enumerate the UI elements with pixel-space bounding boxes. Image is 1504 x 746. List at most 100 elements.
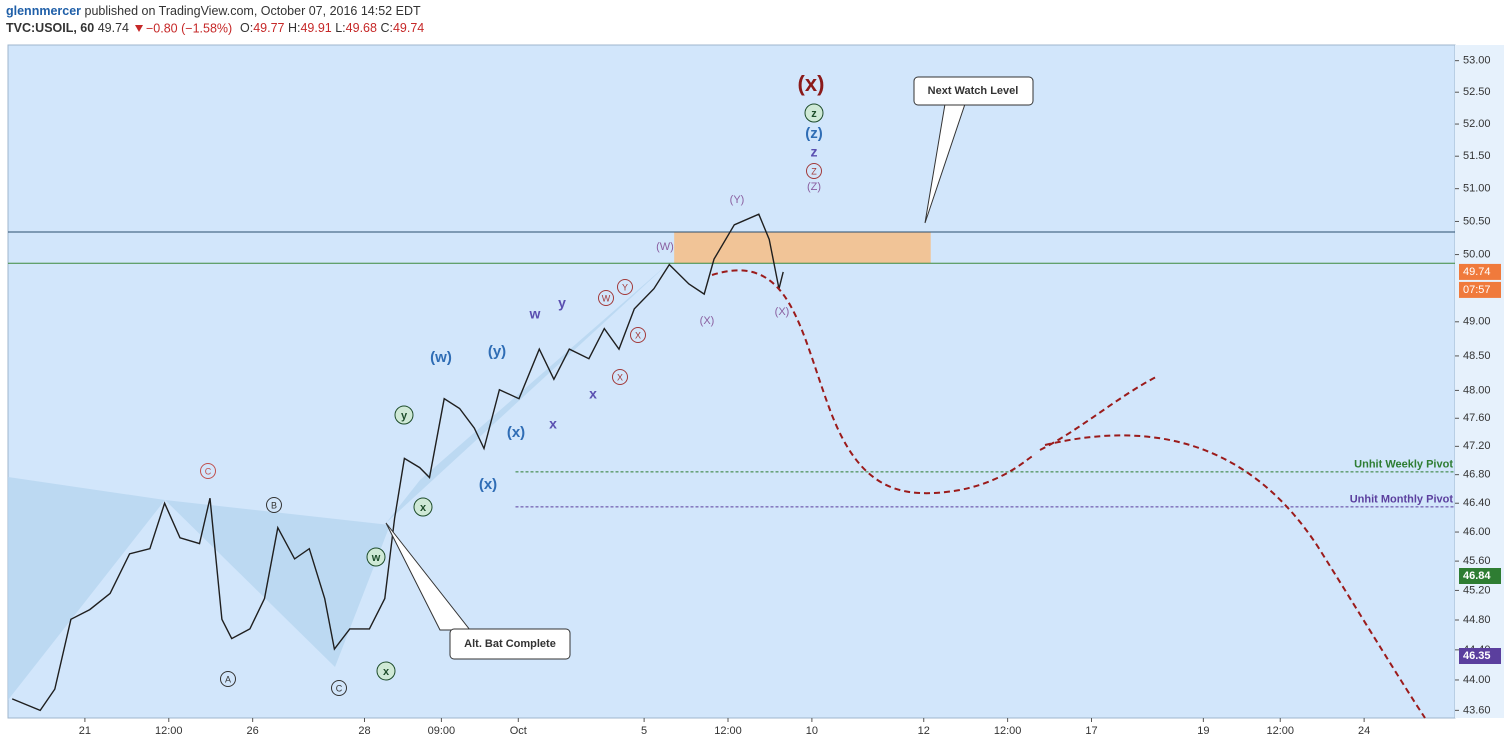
y-tick-label: 46.80 (1463, 469, 1491, 481)
x-tick-label: 12:00 (1266, 725, 1294, 737)
pivot-label: Unhit Monthly Pivot (1350, 494, 1454, 506)
wave-label: (Z) (807, 181, 821, 193)
wave-label: x (549, 416, 557, 432)
callout-box (449, 628, 571, 660)
y-tick-label: 44.00 (1463, 674, 1491, 686)
wave-circle (617, 279, 633, 295)
ohlc-label: O: (240, 21, 253, 35)
y-tick-label: 44.80 (1463, 614, 1491, 626)
y-tick-label: 52.00 (1463, 118, 1491, 130)
x-tick-label: 12:00 (155, 725, 183, 737)
wave-label: y (401, 410, 408, 422)
wave-label: C (205, 466, 212, 476)
wave-label: (x) (479, 476, 497, 493)
wave-circle (220, 671, 236, 687)
x-tick-label: 17 (1085, 725, 1097, 737)
wave-circle (598, 290, 614, 306)
y-tick-label: 53.00 (1463, 55, 1491, 67)
y-tick-label: 50.50 (1463, 215, 1491, 227)
wave-label: y (558, 295, 566, 311)
pattern-leg (386, 262, 670, 523)
wave-label: w (371, 552, 381, 564)
wave-label: X (635, 330, 641, 340)
wave-circle (804, 103, 824, 123)
y-tick-label: 52.50 (1463, 86, 1491, 98)
ohlc-label: H: (288, 21, 301, 35)
published: published on TradingView.com, October 07… (85, 4, 421, 18)
pattern-leg (165, 500, 390, 667)
x-tick-label: 24 (1358, 725, 1370, 737)
callout: Alt. Bat Complete (385, 522, 571, 660)
x-tick-label: 28 (358, 725, 370, 737)
wave-label: (X) (700, 315, 715, 327)
wave-circle (376, 661, 396, 681)
wave-circle (612, 369, 628, 385)
wave-label: B (271, 500, 277, 510)
wave-label: X (617, 372, 623, 382)
callout-text: Alt. Bat Complete (464, 638, 556, 650)
wave-label: Y (622, 282, 628, 292)
symbol: TVC:USOIL, 60 (6, 21, 94, 35)
ohlc-value: 49.68 (346, 21, 377, 35)
ohlc-label: L: (335, 21, 345, 35)
x-tick-label: 12 (918, 725, 930, 737)
x-tick-label: Oct (510, 725, 527, 737)
y-tick-label: 51.50 (1463, 150, 1491, 162)
last: 49.74 (98, 21, 129, 35)
plot-area (7, 44, 1456, 719)
y-tick-label: 45.20 (1463, 584, 1491, 596)
y-tick-label: 43.60 (1463, 704, 1491, 716)
y-tick-label: 45.60 (1463, 555, 1491, 567)
price-axis (1455, 45, 1504, 718)
x-tick-label: 21 (79, 725, 91, 737)
pattern-leg (8, 477, 165, 700)
wave-label: (y) (488, 343, 506, 360)
y-tick-label: 47.20 (1463, 440, 1491, 452)
author: glennmercer (6, 4, 81, 18)
pivot-label: Unhit Weekly Pivot (1354, 459, 1453, 471)
wave-label: (x) (507, 424, 525, 441)
symbol-line: TVC:USOIL, 60 49.74 (6, 21, 129, 35)
x-tick-label: 09:00 (428, 725, 456, 737)
x-tick-label: 10 (806, 725, 818, 737)
y-tick-label: 51.00 (1463, 183, 1491, 195)
x-tick-label: 19 (1197, 725, 1209, 737)
wave-circle (630, 327, 646, 343)
y-tick-label: 46.00 (1463, 526, 1491, 538)
callout: Next Watch Level (913, 76, 1034, 224)
wave-label: C (336, 683, 343, 693)
down-arrow (135, 25, 143, 32)
pattern (8, 262, 670, 700)
pivot-tag-text: 46.84 (1463, 570, 1491, 582)
wave-label: (z) (805, 125, 823, 142)
callout-box (913, 76, 1034, 106)
ohlc-value: 49.91 (300, 21, 331, 35)
wave-label: x (589, 386, 597, 402)
ohlc: O:49.77 H:49.91 L:49.68 C:49.74 (240, 21, 424, 35)
watch-zone (674, 232, 931, 264)
callout-text: Next Watch Level (928, 85, 1019, 97)
wave-circle (366, 547, 386, 567)
wave-label: Z (811, 166, 817, 176)
x-tick-label: 12:00 (994, 725, 1022, 737)
wave-circle (806, 163, 822, 179)
wave-label: z (811, 108, 817, 120)
wave-label: W (602, 293, 611, 303)
y-tick-label: 47.60 (1463, 412, 1491, 424)
wave-circle (413, 497, 433, 517)
wave-label: (W) (656, 241, 674, 253)
price-tag-text: 49.74 (1463, 266, 1491, 278)
wave-label: z (811, 144, 818, 160)
y-tick-label: 48.50 (1463, 350, 1491, 362)
wave-circle (331, 680, 347, 696)
wave-circle (200, 463, 216, 479)
countdown-text: 07:57 (1463, 284, 1491, 296)
wave-label: w (529, 306, 541, 322)
x-tick-label: 12:00 (714, 725, 742, 737)
ohlc-value: 49.77 (253, 21, 284, 35)
projection-path (1044, 434, 1426, 719)
pivot-tag-text: 46.35 (1463, 650, 1491, 662)
wave-label: x (420, 502, 427, 514)
projection-path (711, 269, 1036, 495)
